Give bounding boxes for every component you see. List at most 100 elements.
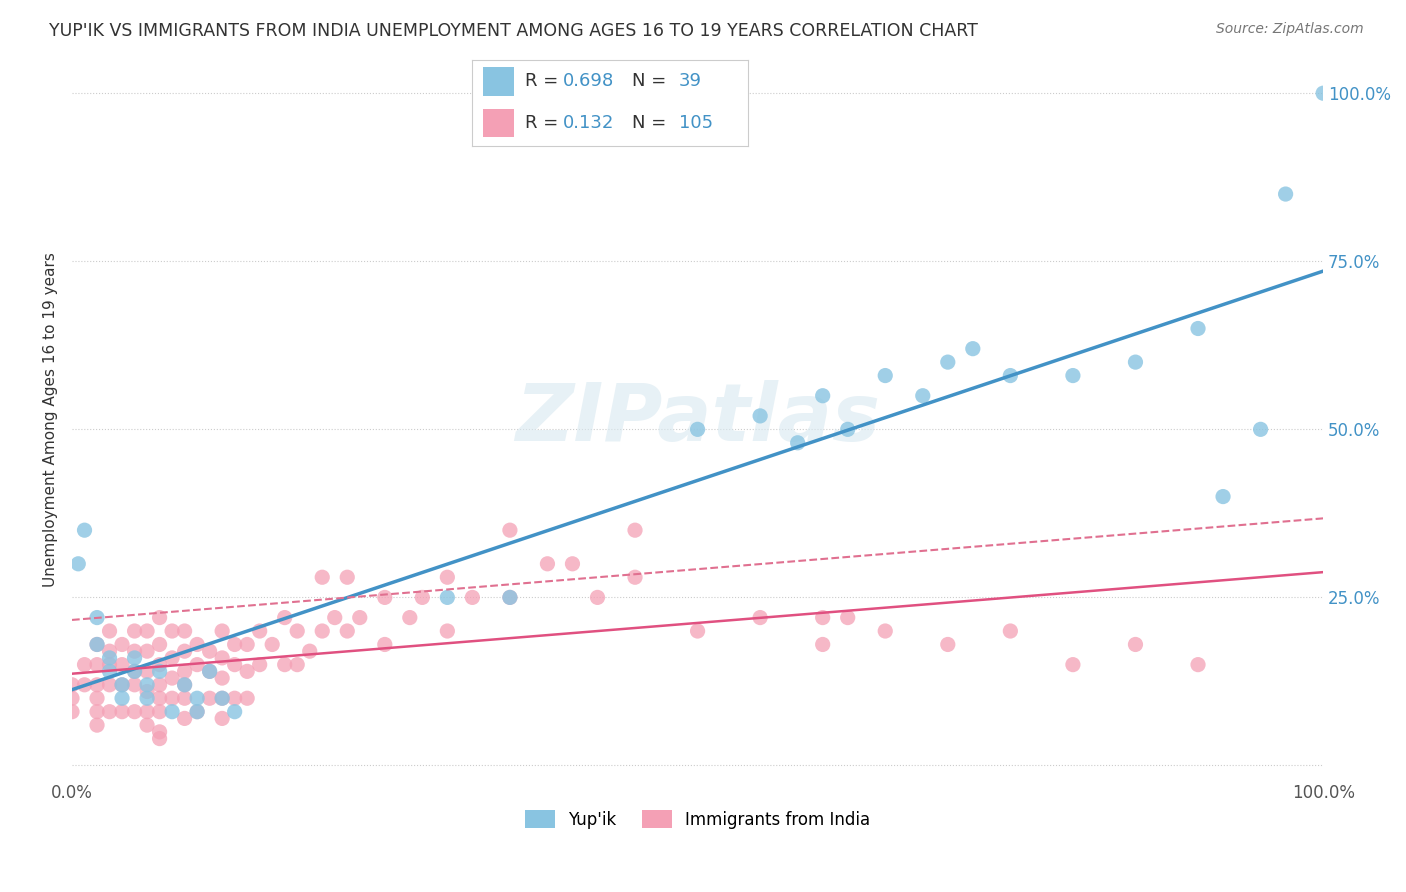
Point [136, 691, 159, 706]
Point [1212, 490, 1234, 504]
Point [111, 637, 134, 651]
Point [86, 637, 108, 651]
Point [311, 624, 333, 638]
Point [136, 705, 159, 719]
Point [160, 624, 183, 638]
Point [273, 657, 295, 672]
Point [136, 718, 159, 732]
Point [499, 523, 522, 537]
Point [749, 610, 772, 624]
Point [561, 557, 583, 571]
Point [160, 651, 183, 665]
Point [211, 651, 233, 665]
Point [136, 678, 159, 692]
Point [198, 644, 221, 658]
Point [686, 422, 709, 436]
Point [186, 637, 208, 651]
Point [211, 671, 233, 685]
Point [149, 657, 172, 672]
Point [149, 678, 172, 692]
Point [249, 657, 271, 672]
Point [86, 705, 108, 719]
Point [686, 624, 709, 638]
Point [273, 610, 295, 624]
Point [349, 610, 371, 624]
Point [224, 705, 246, 719]
Point [1274, 187, 1296, 202]
Point [149, 637, 172, 651]
Point [586, 591, 609, 605]
Point [436, 624, 458, 638]
Point [124, 678, 146, 692]
Point [173, 644, 195, 658]
Point [173, 711, 195, 725]
Point [173, 624, 195, 638]
Point [211, 624, 233, 638]
Point [136, 665, 159, 679]
Point [936, 637, 959, 651]
Point [224, 657, 246, 672]
Point [173, 678, 195, 692]
Point [786, 435, 808, 450]
Point [811, 389, 834, 403]
Point [962, 342, 984, 356]
Point [224, 691, 246, 706]
Point [86, 718, 108, 732]
Text: YUP'IK VS IMMIGRANTS FROM INDIA UNEMPLOYMENT AMONG AGES 16 TO 19 YEARS CORRELATI: YUP'IK VS IMMIGRANTS FROM INDIA UNEMPLOY… [49, 22, 979, 40]
Point [198, 665, 221, 679]
Point [124, 624, 146, 638]
Point [136, 684, 159, 698]
Point [911, 389, 934, 403]
Point [73, 678, 96, 692]
Point [411, 591, 433, 605]
Point [236, 691, 259, 706]
Point [936, 355, 959, 369]
Point [136, 624, 159, 638]
Point [186, 705, 208, 719]
Point [186, 691, 208, 706]
Point [124, 651, 146, 665]
Point [160, 691, 183, 706]
Point [124, 665, 146, 679]
Point [298, 644, 321, 658]
Point [374, 591, 396, 605]
Point [98, 665, 121, 679]
Point [149, 705, 172, 719]
Point [149, 724, 172, 739]
Point [149, 691, 172, 706]
Point [461, 591, 484, 605]
Point [211, 711, 233, 725]
Point [111, 657, 134, 672]
Point [160, 705, 183, 719]
Point [837, 422, 859, 436]
Point [111, 691, 134, 706]
Point [111, 678, 134, 692]
Point [98, 657, 121, 672]
Point [323, 610, 346, 624]
Point [262, 637, 284, 651]
Point [67, 557, 90, 571]
Point [1187, 321, 1209, 335]
Point [499, 591, 522, 605]
Point [173, 665, 195, 679]
Point [336, 570, 359, 584]
Point [236, 665, 259, 679]
Point [1187, 657, 1209, 672]
Point [624, 570, 647, 584]
Point [224, 637, 246, 651]
Point [86, 610, 108, 624]
Point [124, 705, 146, 719]
Point [875, 368, 897, 383]
Point [1062, 368, 1084, 383]
Point [249, 624, 271, 638]
Point [98, 705, 121, 719]
Point [173, 691, 195, 706]
Point [1000, 368, 1022, 383]
Point [1062, 657, 1084, 672]
Point [60, 705, 83, 719]
Point [198, 665, 221, 679]
Point [98, 678, 121, 692]
Point [111, 678, 134, 692]
Point [336, 624, 359, 638]
Legend: Yup'ik, Immigrants from India: Yup'ik, Immigrants from India [519, 804, 877, 835]
